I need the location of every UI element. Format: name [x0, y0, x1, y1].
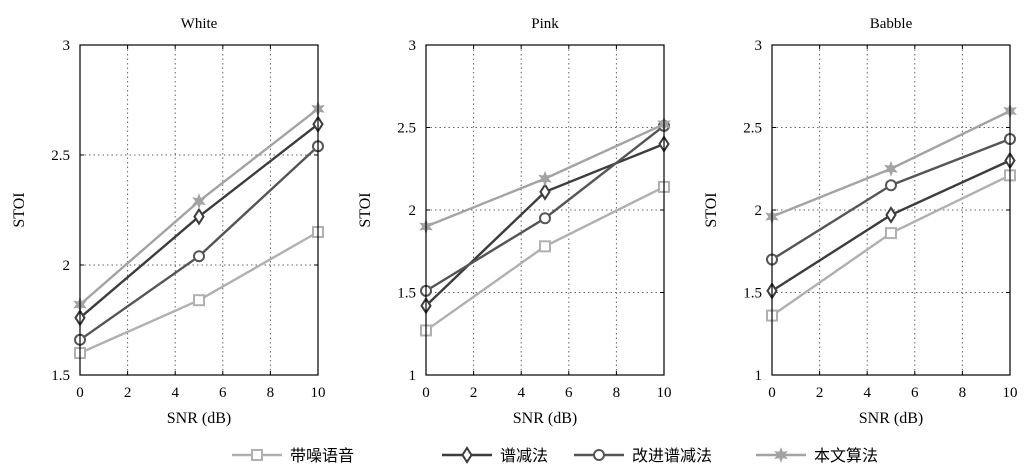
data-point-noisy-speech [539, 240, 551, 253]
legend-label: 谱减法 [500, 447, 548, 465]
legend-item-noisy-speech: 带噪语音 [232, 447, 354, 465]
x-tick-label: 10 [657, 385, 672, 401]
legend-marker-noisy-speech [251, 449, 263, 461]
chart-panel-babble: 0 2 4 6 8 10 1 1.5 2 2.5 3 Babble SNR (dB) STOI [703, 16, 1018, 427]
x-tick-label: 2 [124, 385, 132, 401]
y-tick-label: 2 [755, 203, 763, 219]
legend-item-spectral-subtraction: 谱减法 [442, 446, 548, 465]
plot-area [426, 45, 664, 375]
x-axis-title: SNR (dB) [513, 410, 577, 427]
data-point-improved-spectral-subtraction [539, 212, 551, 225]
y-tick-label: 3 [63, 38, 71, 54]
y-tick-label: 1 [409, 368, 417, 384]
x-tick-label: 6 [219, 385, 227, 401]
y-axis-title: STOI [11, 192, 28, 227]
chart-title: Pink [531, 16, 559, 32]
x-axis-title: SNR (dB) [859, 410, 923, 427]
y-tick-label: 1.5 [51, 368, 70, 384]
legend-item-improved-spectral-subtraction: 改进谱减法 [574, 447, 712, 465]
data-point-spectral-subtraction [885, 206, 897, 224]
y-tick-label: 2.5 [743, 121, 762, 137]
data-point-spectral-subtraction [539, 183, 551, 201]
data-point-noisy-speech [885, 227, 897, 240]
plot-frame [771, 44, 1011, 376]
x-tick-label: 6 [565, 385, 573, 401]
legend-label: 改进谱减法 [632, 447, 712, 465]
y-tick-label: 1.5 [397, 286, 416, 302]
y-tick-label: 2 [63, 258, 71, 274]
data-point-noisy-speech [193, 294, 205, 307]
legend-marker-spectral-subtraction [461, 446, 473, 464]
x-tick-label: 8 [267, 385, 275, 401]
y-tick-label: 3 [755, 38, 763, 54]
y-tick-label: 2.5 [397, 121, 416, 137]
x-tick-label: 4 [863, 385, 871, 401]
y-tick-label: 2.5 [51, 148, 70, 164]
y-tick-label: 2 [409, 203, 417, 219]
x-tick-label: 2 [816, 385, 824, 401]
chart-title: White [181, 16, 218, 32]
data-point-proposed-algorithm [192, 193, 206, 210]
legend-item-proposed-algorithm: 本文算法 [756, 446, 878, 465]
data-point-proposed-algorithm [538, 170, 552, 187]
x-tick-label: 10 [1003, 385, 1018, 401]
data-point-proposed-algorithm [884, 160, 898, 177]
x-tick-label: 0 [422, 385, 430, 401]
x-tick-label: 2 [470, 385, 478, 401]
x-tick-label: 8 [959, 385, 967, 401]
data-point-improved-spectral-subtraction [193, 250, 205, 263]
plot-frame [79, 44, 319, 376]
legend: 带噪语音 谱减法 改进谱减法 本文算法 [232, 446, 878, 465]
data-point-improved-spectral-subtraction [885, 179, 897, 192]
x-tick-label: 8 [613, 385, 621, 401]
chart-panel-pink: 0 2 4 6 8 10 1 1.5 2 2.5 3 Pink SNR (dB) STOI [357, 16, 672, 427]
x-tick-label: 4 [517, 385, 525, 401]
legend-marker-proposed-algorithm [774, 447, 788, 463]
plot-frame [425, 44, 665, 376]
x-tick-label: 10 [311, 385, 326, 401]
x-tick-label: 0 [768, 385, 776, 401]
y-axis-title: STOI [703, 192, 720, 227]
chart-title: Babble [870, 16, 913, 32]
legend-marker-improved-spectral-subtraction [593, 449, 605, 461]
x-tick-label: 0 [76, 385, 84, 401]
legend-label: 带噪语音 [290, 447, 354, 465]
y-axis-title: STOI [357, 192, 374, 227]
x-axis-title: SNR (dB) [167, 410, 231, 427]
y-tick-label: 1 [755, 368, 763, 384]
x-tick-label: 4 [171, 385, 179, 401]
x-tick-label: 6 [911, 385, 919, 401]
legend-label: 本文算法 [814, 446, 878, 465]
y-tick-label: 3 [409, 38, 417, 54]
data-point-spectral-subtraction [193, 207, 205, 226]
chart-panel-white: 0 2 4 6 8 10 1.5 2 2.5 3 White SNR (dB) STOI [11, 16, 326, 427]
y-tick-label: 1.5 [743, 286, 762, 302]
